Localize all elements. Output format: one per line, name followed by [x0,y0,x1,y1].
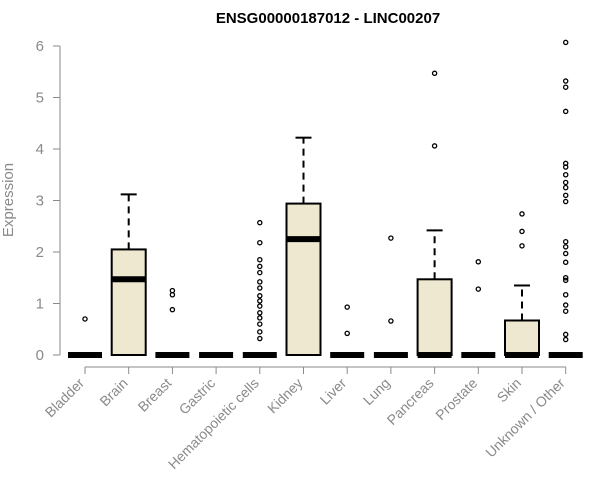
box-brain [110,248,147,356]
outlier-point-unknown-other-20 [562,78,569,84]
outlier-point-pancreas-1 [431,70,438,77]
outlier-point-lung-1 [388,235,394,241]
outlier-point-lung-0 [388,318,394,324]
x-tick-label-kidney: Kidney [264,375,306,417]
outlier-point-unknown-other-6 [562,274,569,281]
y-tick-label-3: 3 [36,193,44,210]
box-group-pancreas [416,70,453,358]
outlier-point-unknown-other-12 [562,192,569,199]
outlier-point-unknown-other-14 [562,179,569,186]
outlier-point-hematopoietic-cells-6 [257,298,263,304]
outlier-point-unknown-other-11 [562,198,569,205]
outlier-point-hematopoietic-cells-1 [257,329,263,335]
outlier-point-liver-0 [344,330,350,337]
box-pancreas [416,278,453,357]
boxes-group [68,39,583,358]
outlier-point-unknown-other-2 [562,308,569,314]
outlier-point-skin-0 [519,243,525,249]
outlier-point-unknown-other-17 [562,160,569,167]
box-group-liver [330,304,365,358]
y-tick-label-4: 4 [36,141,44,158]
x-tick-label-breast: Breast [135,375,175,415]
box-group-prostate [461,259,496,358]
outlier-point-hematopoietic-cells-2 [257,321,263,327]
x-tick-label-pancreas: Pancreas [384,375,437,428]
box-skin [504,319,540,356]
outlier-point-unknown-other-21 [562,39,569,46]
box-group-skin [504,211,540,358]
outlier-point-unknown-other-0 [562,336,569,343]
x-tick-label-gastric: Gastric [176,375,219,418]
outlier-point-breast-2 [169,287,176,294]
outlier-point-unknown-other-18 [562,108,569,115]
outlier-point-liver-1 [344,304,350,310]
box-group-kidney [285,136,322,356]
outlier-point-hematopoietic-cells-4 [257,310,263,316]
box-group-unknown-other [548,39,583,358]
x-tick-label-prostate: Prostate [432,375,480,423]
box-kidney [285,202,322,356]
outlier-point-prostate-1 [475,259,482,265]
outlier-point-hematopoietic-cells-8 [257,285,263,291]
y-tick-label-6: 6 [36,38,44,55]
outlier-point-hematopoietic-cells-5 [257,303,263,309]
outlier-point-hematopoietic-cells-10 [257,269,263,276]
outlier-point-unknown-other-8 [562,250,569,257]
outlier-point-unknown-other-5 [562,277,569,284]
outlier-point-unknown-other-4 [562,291,569,298]
outlier-point-hematopoietic-cells-3 [257,315,263,321]
outlier-point-hematopoietic-cells-7 [257,293,263,299]
outlier-point-hematopoietic-cells-9 [257,279,263,285]
y-tick-label-1: 1 [36,296,44,313]
x-tick-label-unknown-other: Unknown / Other [482,375,568,461]
outlier-point-hematopoietic-cells-12 [257,256,263,263]
box-group-breast [155,287,190,358]
box-group-bladder [68,316,102,358]
outlier-point-hematopoietic-cells-0 [257,335,263,342]
box-group-lung [373,235,408,358]
box-group-brain [110,193,147,356]
outlier-point-unknown-other-15 [562,171,569,178]
outlier-point-skin-1 [519,228,525,235]
outlier-point-unknown-other-9 [562,244,569,250]
x-tick-label-brain: Brain [96,375,130,409]
box-group-hematopoietic-cells [242,219,277,358]
y-axis: 0 1 2 3 4 5 6 [36,38,61,364]
outlier-point-prostate-0 [475,286,482,292]
outlier-point-unknown-other-19 [562,84,569,90]
y-axis-label: Expression [0,163,17,237]
x-tick-label-bladder: Bladder [42,375,88,421]
chart-title: ENSG00000187012 - LINC00207 [216,10,440,27]
outlier-point-skin-2 [519,211,525,217]
outlier-point-pancreas-0 [431,143,438,149]
outlier-point-unknown-other-1 [562,331,569,338]
x-tick-label-skin: Skin [494,375,525,406]
outlier-point-breast-0 [169,306,176,313]
outlier-point-hematopoietic-cells-14 [257,219,263,226]
outlier-point-unknown-other-7 [562,259,569,266]
outlier-point-hematopoietic-cells-11 [257,263,263,270]
outlier-point-unknown-other-13 [562,184,569,191]
outlier-point-unknown-other-3 [562,302,569,308]
y-tick-label-5: 5 [36,90,44,107]
x-tick-label-liver: Liver [317,375,350,408]
y-tick-label-2: 2 [36,244,44,261]
outlier-point-bladder-0 [82,316,88,322]
y-tick-label-0: 0 [36,347,44,364]
x-tick-label-lung: Lung [360,375,393,408]
outlier-point-hematopoietic-cells-13 [257,239,263,246]
outlier-point-unknown-other-10 [562,238,569,245]
